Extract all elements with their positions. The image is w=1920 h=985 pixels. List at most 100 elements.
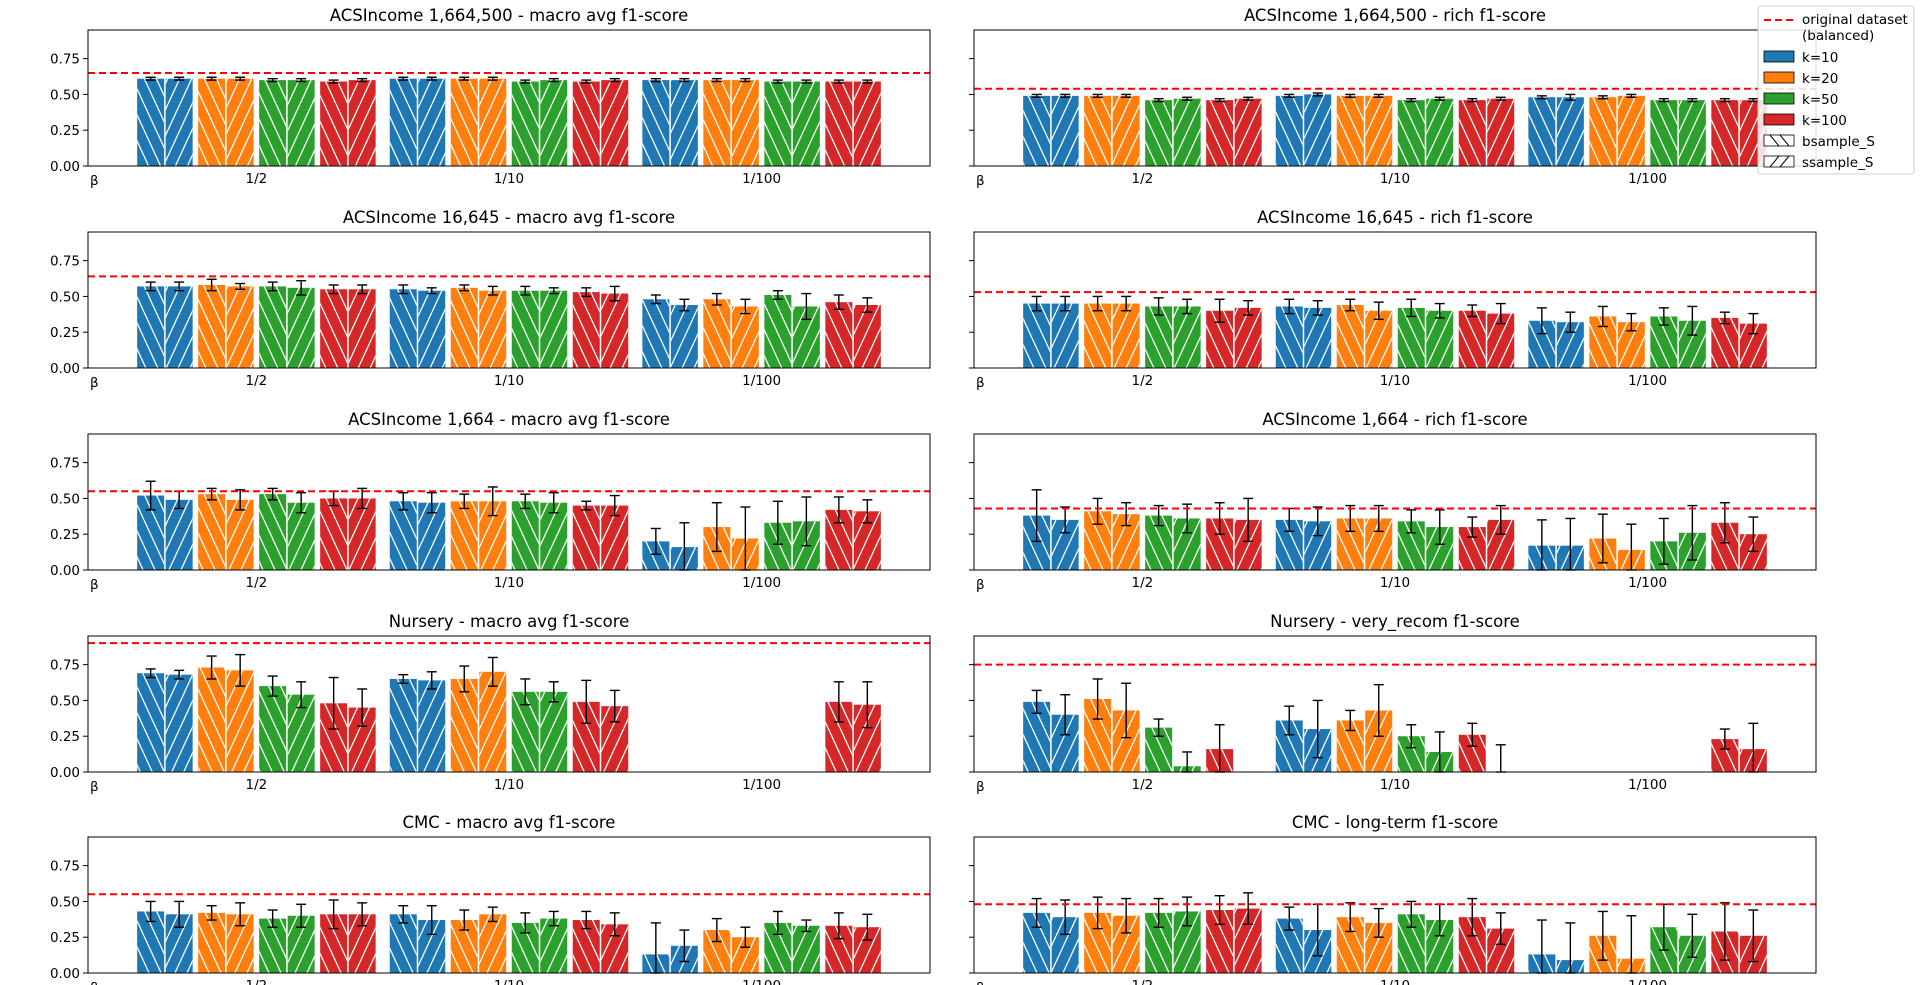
bar-hatch-ssample [1051, 95, 1079, 166]
x-tick-label: 1/100 [742, 777, 781, 793]
bar-hatch-bsample [511, 501, 539, 570]
bar-hatch-ssample [1365, 310, 1393, 368]
bar-hatch-ssample [1617, 95, 1645, 166]
bar-hatch-bsample [137, 78, 165, 166]
bar-hatch-ssample [1304, 307, 1332, 368]
bar-hatch-bsample [1275, 306, 1303, 368]
bar-hatch-ssample [792, 81, 820, 166]
legend-swatch-k=50 [1763, 92, 1795, 105]
x-tick-label: 1/2 [246, 777, 268, 793]
axes-frame [87, 635, 931, 773]
bar-hatch-bsample [259, 286, 287, 368]
bar-hatch-bsample [572, 505, 600, 570]
x-tick-label: 1/100 [1628, 171, 1667, 187]
bar-hatch-bsample [320, 498, 348, 570]
x-tick-label: 1/2 [246, 978, 268, 985]
x-tick-label: 1/10 [1380, 575, 1410, 591]
subplot-9: CMC - macro avg f1-score 1/2 1/10 1/100 0.00… [50, 813, 931, 985]
y-tick-label: 0.00 [50, 966, 80, 982]
legend-label: k=20 [1802, 71, 1838, 87]
bar-hatch-bsample [1458, 310, 1486, 368]
y-tick-label: 0.50 [50, 491, 80, 507]
x-tick-label: 1/10 [494, 978, 524, 985]
y-tick-label: 0.25 [50, 527, 80, 543]
bar-hatch-bsample [511, 81, 539, 166]
bar-hatch-ssample [1173, 306, 1201, 368]
x-tick-label: 1/2 [246, 171, 268, 187]
subplot-title: CMC - macro avg f1-score [403, 813, 616, 832]
legend-label: k=50 [1802, 92, 1838, 108]
bar-hatch-bsample [1528, 97, 1556, 166]
axes-frame [87, 29, 931, 167]
bar-hatch-ssample [418, 290, 446, 368]
x-tick-label: 1/2 [1132, 575, 1154, 591]
bar-hatch-ssample [1487, 98, 1515, 166]
x-axis-label: β [90, 577, 99, 593]
legend-label: bsample_S [1802, 134, 1875, 150]
bar-hatch-ssample [226, 78, 254, 166]
y-tick-label: 0.50 [50, 894, 80, 910]
subplot-title: ACSIncome 16,645 - rich f1-score [1257, 208, 1533, 227]
bar-hatch-bsample [642, 80, 670, 166]
x-tick-label: 1/10 [494, 171, 524, 187]
subplot-6: ACSIncome 1,664 - rich f1-score 1/2 1/10 1/… [969, 410, 1817, 593]
subplot-title: ACSIncome 1,664,500 - macro avg f1-score [330, 6, 689, 25]
x-tick-label: 1/2 [1132, 978, 1154, 985]
y-tick-label: 0.50 [50, 693, 80, 709]
bar-hatch-bsample [259, 686, 287, 772]
legend-box [1757, 5, 1915, 175]
x-tick-label: 1/2 [1132, 373, 1154, 389]
bar-hatch-bsample [198, 78, 226, 166]
bar-hatch-bsample [389, 289, 417, 368]
bar-hatch-bsample [1458, 100, 1486, 166]
bar-hatch-ssample [418, 680, 446, 772]
bar-hatch-bsample [1206, 100, 1234, 166]
bar-hatch-ssample [1234, 307, 1262, 368]
x-axis-label: β [976, 577, 985, 593]
x-tick-label: 1/100 [1628, 575, 1667, 591]
bar-hatch-ssample [1173, 98, 1201, 166]
y-tick-label: 0.75 [50, 52, 80, 68]
y-tick-label: 0.50 [50, 289, 80, 305]
subplot-title: CMC - long-term f1-score [1292, 813, 1498, 832]
x-tick-label: 1/10 [1380, 373, 1410, 389]
subplot-title: ACSIncome 1,664,500 - rich f1-score [1244, 6, 1546, 25]
x-tick-label: 1/10 [494, 575, 524, 591]
subplot-1: ACSIncome 1,664,500 - macro avg f1-score… [50, 6, 931, 189]
legend-swatch-k=10 [1763, 50, 1795, 63]
bar-hatch-ssample [601, 293, 629, 368]
bar-hatch-ssample [165, 499, 193, 570]
bar-hatch-bsample [389, 914, 417, 973]
bar-hatch-bsample [137, 673, 165, 772]
y-tick-label: 0.25 [50, 729, 80, 745]
bar-hatch-ssample [1365, 95, 1393, 166]
y-tick-label: 0.00 [50, 361, 80, 377]
x-tick-label: 1/10 [494, 777, 524, 793]
x-axis-label: β [976, 375, 985, 391]
bar-hatch-bsample [703, 299, 731, 368]
subplot-3: ACSIncome 16,645 - macro avg f1-score 1/2… [50, 208, 931, 391]
bar-hatch-ssample [287, 287, 315, 368]
bar-hatch-bsample [1023, 95, 1051, 166]
bar-hatch-bsample [198, 667, 226, 772]
subplot-title: ACSIncome 1,664 - macro avg f1-score [348, 410, 670, 429]
x-tick-label: 1/10 [1380, 171, 1410, 187]
bar-hatch-bsample [511, 290, 539, 368]
bar-hatch-bsample [1711, 100, 1739, 166]
bar-hatch-ssample [287, 502, 315, 570]
bar-hatch-ssample [226, 499, 254, 570]
y-tick-label: 0.00 [50, 765, 80, 781]
axes-frame [87, 433, 931, 571]
bar-hatch-bsample [572, 81, 600, 166]
bar-hatch-ssample [1426, 310, 1454, 368]
bar-hatch-ssample [165, 78, 193, 166]
bar-hatch-bsample [259, 80, 287, 166]
axes-frame [87, 836, 931, 974]
bar-hatch-bsample [642, 299, 670, 368]
bar-hatch-ssample [1234, 98, 1262, 166]
x-tick-label: 1/100 [742, 171, 781, 187]
bar-hatch-bsample [320, 289, 348, 368]
y-tick-label: 0.50 [50, 87, 80, 103]
bar-hatch-bsample [198, 912, 226, 973]
